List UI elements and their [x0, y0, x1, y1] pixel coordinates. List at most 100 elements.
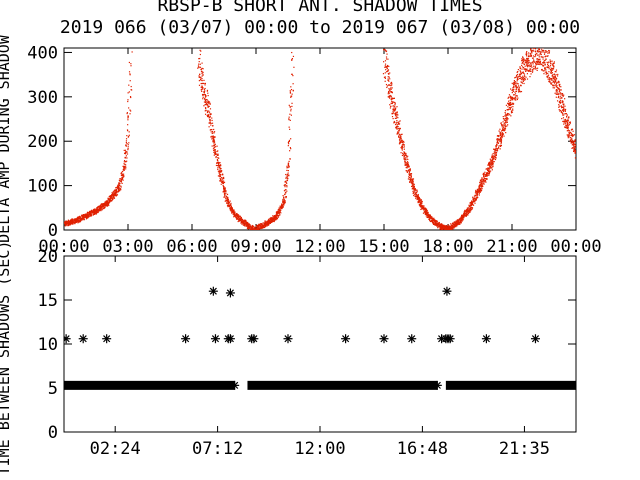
- data-point: [442, 229, 444, 230]
- data-point: [203, 105, 205, 107]
- data-point: [248, 225, 250, 228]
- data-point: [122, 169, 125, 171]
- data-point: [115, 190, 117, 192]
- data-point: [289, 150, 291, 152]
- data-point: [479, 191, 481, 193]
- data-point: [204, 99, 206, 102]
- data-point: [219, 166, 221, 169]
- data-point: [216, 150, 218, 153]
- data-point: [461, 217, 463, 219]
- data-point: [546, 66, 548, 69]
- data-point: [65, 222, 68, 225]
- data-point: [458, 219, 461, 221]
- data-point: [210, 334, 220, 344]
- data-point: [488, 168, 491, 170]
- data-point: [273, 215, 276, 217]
- data-point: [496, 140, 499, 143]
- data-point: [93, 210, 95, 212]
- data-point: [404, 163, 406, 165]
- data-point: [446, 228, 448, 230]
- data-point: [408, 172, 411, 174]
- data-point: [126, 160, 128, 162]
- data-point: [130, 96, 132, 99]
- data-point: [397, 117, 399, 119]
- data-point: [419, 197, 421, 200]
- data-point: [81, 218, 83, 220]
- data-point: [289, 92, 291, 94]
- data-point: [181, 334, 191, 344]
- data-point: [535, 60, 538, 63]
- data-point: [222, 177, 224, 179]
- data-point: [384, 46, 385, 47]
- data-point: [379, 334, 389, 344]
- data-point: [126, 153, 129, 155]
- data-point: [538, 62, 540, 64]
- data-point: [504, 127, 506, 129]
- data-point: [539, 63, 541, 66]
- data-point: [542, 70, 544, 72]
- data-point: [107, 197, 109, 199]
- data-point: [495, 153, 497, 155]
- data-point: [120, 174, 123, 176]
- data-point: [499, 138, 501, 140]
- data-point: [206, 111, 209, 114]
- data-point: [528, 61, 530, 63]
- data-point: [537, 49, 539, 51]
- data-point: [199, 63, 201, 65]
- data-point: [233, 216, 235, 218]
- data-point: [259, 224, 261, 226]
- data-point: [525, 53, 527, 55]
- data-point: [530, 55, 532, 57]
- data-point: [90, 210, 92, 212]
- data-point: [486, 174, 488, 176]
- data-point: [400, 138, 402, 140]
- data-point: [517, 83, 519, 85]
- data-point: [200, 89, 203, 91]
- data-point: [234, 211, 236, 213]
- data-point: [289, 91, 292, 93]
- data-point: [472, 196, 474, 198]
- data-point: [265, 225, 267, 227]
- data-point: [209, 108, 212, 110]
- data-point: [558, 90, 561, 92]
- data-point: [478, 191, 481, 193]
- data-point: [255, 229, 257, 230]
- data-point: [569, 136, 571, 139]
- data-point: [400, 141, 403, 143]
- data-point: [291, 102, 293, 104]
- data-point: [390, 91, 392, 93]
- data-point: [223, 187, 226, 189]
- data-point: [107, 202, 110, 205]
- data-point: [409, 168, 411, 171]
- data-point: [558, 93, 560, 95]
- data-point: [432, 221, 434, 223]
- data-point: [504, 128, 507, 130]
- data-point: [389, 90, 391, 92]
- data-point: [384, 63, 387, 65]
- data-point: [552, 74, 554, 76]
- data-point: [243, 220, 245, 222]
- x-tick-label: 02:24: [90, 439, 141, 459]
- data-point: [239, 217, 241, 219]
- data-point: [286, 182, 288, 184]
- data-point: [406, 161, 409, 163]
- data-point: [545, 51, 547, 53]
- data-point: [112, 197, 114, 199]
- data-point: [68, 224, 70, 226]
- data-point: [551, 64, 553, 66]
- data-point: [222, 184, 224, 187]
- data-point: [571, 144, 573, 146]
- data-point: [425, 212, 427, 215]
- data-point: [407, 164, 410, 166]
- data-point: [475, 192, 477, 194]
- data-point: [127, 117, 129, 119]
- data-point: [497, 141, 499, 144]
- data-point: [481, 188, 483, 190]
- data-point: [256, 229, 258, 230]
- data-point: [391, 83, 393, 85]
- data-point: [515, 95, 518, 97]
- data-point: [553, 66, 555, 68]
- data-point: [483, 179, 485, 182]
- data-point: [436, 223, 439, 225]
- data-point: [570, 134, 573, 136]
